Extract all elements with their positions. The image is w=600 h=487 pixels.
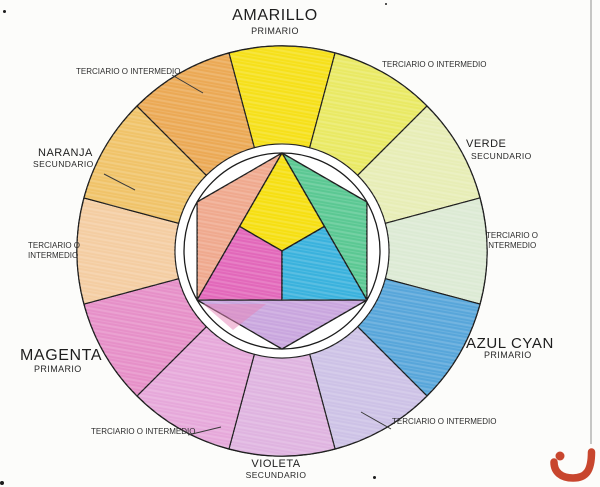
label-magenta: MAGENTA xyxy=(20,347,103,364)
pointer-line-naranja xyxy=(103,173,136,191)
label-terciario-top-right: TERCIARIO O INTERMEDIO xyxy=(382,60,487,69)
ring-sector-violeta-secundario-texture xyxy=(228,354,336,456)
ring-sector-terciario-azul-violeta-texture xyxy=(309,326,427,450)
ring-sector-magenta-primario-texture xyxy=(83,278,207,396)
label-terciario-bottom-right: TERCIARIO O INTERMEDIO xyxy=(392,417,497,426)
label-terciario-top-left: TERCIARIO O INTERMEDIO xyxy=(76,67,181,76)
red-corner-glyph xyxy=(550,448,596,482)
label-verde: VERDE xyxy=(466,138,507,150)
ring-sector-terciario-naranja-amarillo-texture xyxy=(137,52,255,176)
ring-sector-terciario-amarillo-verde-texture xyxy=(309,52,427,176)
label-verde-type: SECUNDARIO xyxy=(471,151,532,161)
label-naranja-type: SECUNDARIO xyxy=(33,159,94,169)
label-azul-cyan-type: PRIMARIO xyxy=(484,350,532,360)
ring-sector-azul-cyan-primario-texture xyxy=(357,278,481,396)
label-magenta-type: PRIMARIO xyxy=(34,364,82,374)
inner-shape-violet-pink-patch xyxy=(203,304,266,330)
inner-shape-cyan-kite-texture xyxy=(282,226,367,300)
inner-hexagram-shapes xyxy=(196,152,368,350)
scan-speck xyxy=(373,476,376,479)
red-corner-glyph-curve xyxy=(550,448,596,482)
ring-sector-verde-secundario-texture xyxy=(357,106,481,224)
red-corner-glyph-dot xyxy=(555,451,565,461)
label-terciario-bottom-left: TERCIARIO O INTERMEDIO xyxy=(91,427,196,436)
ring-sector-terciario-violeta-magenta-texture xyxy=(137,326,255,450)
scan-speck xyxy=(385,3,387,5)
scan-speck xyxy=(3,10,6,13)
pointer-line-terciario-top-left xyxy=(171,74,204,94)
label-amarillo-type: PRIMARIO xyxy=(251,26,299,36)
label-terciario-right: TERCIARIO O INTERMEDIO xyxy=(486,231,539,250)
scan-speck xyxy=(0,481,4,485)
label-violeta-type: SECUNDARIO xyxy=(245,470,307,480)
inner-shape-yellow-kite-texture xyxy=(239,153,325,251)
label-terciario-left: TERCIARIO O INTERMEDIO xyxy=(28,241,81,260)
ring-sector-amarillo-primario-texture xyxy=(228,46,336,148)
scan-edge-shadow xyxy=(590,0,592,444)
ring-sector-terciario-verde-azul-texture xyxy=(385,197,487,305)
label-naranja: NARANJA xyxy=(38,147,93,159)
outer-ring-sectors xyxy=(76,45,488,457)
label-violeta: VIOLETA xyxy=(251,458,301,470)
pointer-line-terciario-bottom-left xyxy=(187,426,222,436)
inner-shape-magenta-kite-texture xyxy=(197,226,282,300)
label-amarillo: AMARILLO xyxy=(232,7,318,24)
pointer-line-terciario-bottom-right xyxy=(360,411,392,430)
ring-sector-naranja-secundario-texture xyxy=(83,106,207,224)
label-pointer-lines xyxy=(103,74,392,436)
ring-sector-terciario-magenta-naranja-texture xyxy=(77,197,179,305)
label-azul-cyan: AZUL CYAN xyxy=(466,335,554,352)
